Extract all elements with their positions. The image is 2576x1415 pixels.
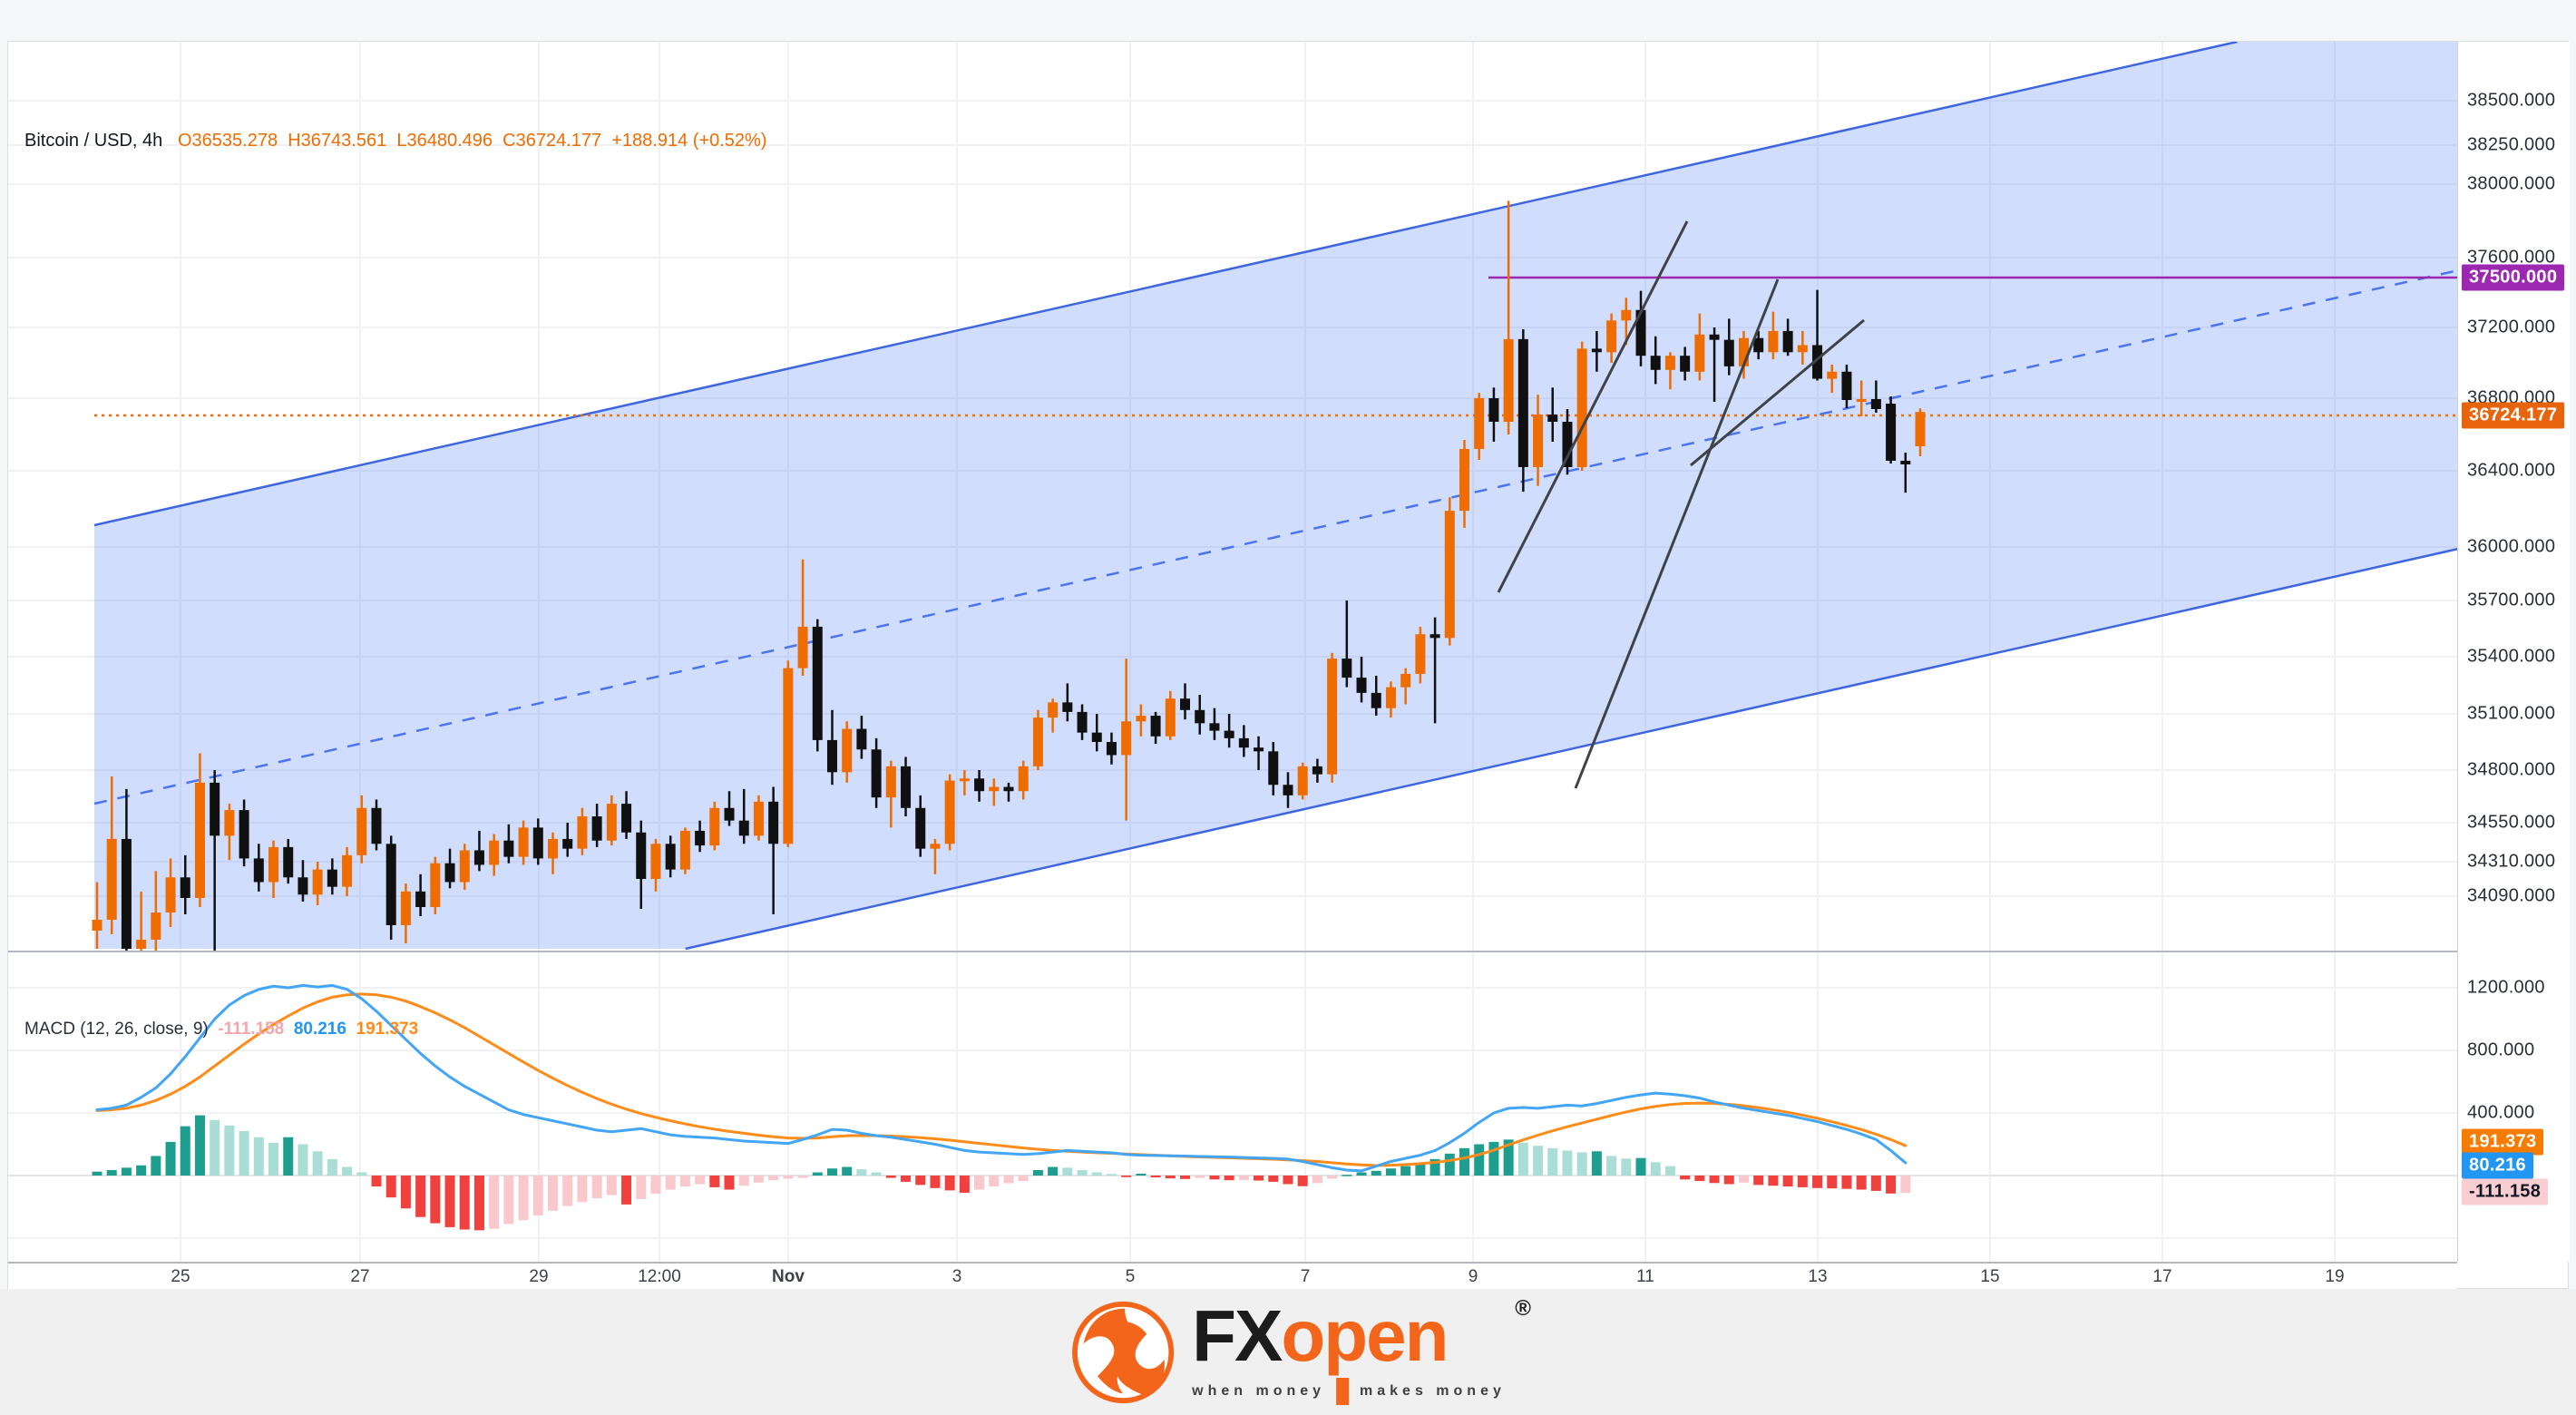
ohlc-close: C36724.177 bbox=[503, 131, 602, 151]
price-axis-label: 35700.000 bbox=[2467, 590, 2556, 610]
candles bbox=[92, 200, 1926, 951]
price-axis[interactable]: 38500.000 38250.000 38000.000 37600.000 3720… bbox=[2457, 42, 2570, 1262]
price-pane[interactable] bbox=[8, 42, 2457, 951]
macd-hist-value: -111.158 bbox=[218, 1020, 285, 1039]
macd-axis-label: 400.000 bbox=[2467, 1102, 2535, 1123]
price-axis-label: 38500.000 bbox=[2467, 90, 2556, 111]
price-axis-label: 34800.000 bbox=[2467, 759, 2556, 780]
price-axis-label: 36000.000 bbox=[2467, 536, 2556, 557]
price-axis-label: 38250.000 bbox=[2467, 134, 2556, 155]
fxopen-emblem-icon bbox=[1072, 1301, 1175, 1403]
ohlc-low: L36480.496 bbox=[396, 131, 493, 151]
fxopen-logo: FXopen ® when money makes money bbox=[1070, 1297, 1531, 1405]
macd-title[interactable]: MACD bbox=[24, 1020, 75, 1039]
time-axis-label: Nov bbox=[772, 1266, 805, 1286]
macd-value-chip: 191.373 bbox=[2462, 1128, 2544, 1156]
current-price-chip: 36724.177 bbox=[2462, 402, 2565, 429]
ohlc-open: O36535.278 bbox=[177, 131, 278, 151]
time-axis-label: 12:00 bbox=[638, 1266, 681, 1286]
ohlc-high: H36743.561 bbox=[288, 131, 387, 151]
logo-strip: FXopen ® when money makes money bbox=[0, 1289, 2576, 1415]
price-axis-label: 35400.000 bbox=[2467, 646, 2556, 667]
time-axis-label: 29 bbox=[529, 1266, 549, 1286]
time-axis-label: 7 bbox=[1300, 1266, 1311, 1286]
logo-open: open bbox=[1281, 1294, 1449, 1376]
price-axis-label: 37200.000 bbox=[2467, 317, 2556, 337]
time-axis-label: 27 bbox=[350, 1266, 370, 1286]
time-axis-label: 15 bbox=[1980, 1266, 2000, 1286]
pane-separator-bottom bbox=[8, 1262, 2457, 1264]
macd-line-value: 80.216 bbox=[293, 1020, 346, 1039]
tagline-right: makes money bbox=[1360, 1382, 1506, 1399]
time-axis-label: 13 bbox=[1808, 1266, 1828, 1286]
resistance-price-chip: 37500.000 bbox=[2462, 264, 2565, 291]
price-axis-label: 34310.000 bbox=[2467, 851, 2556, 872]
macd-pane[interactable] bbox=[8, 952, 2457, 1264]
time-axis-label: 25 bbox=[171, 1266, 190, 1286]
registered-mark: ® bbox=[1515, 1295, 1531, 1321]
price-axis-label: 36400.000 bbox=[2467, 460, 2556, 481]
symbol-title[interactable]: Bitcoin / USD, 4h bbox=[24, 131, 163, 151]
change-badge: +188.914 (+0.52%) bbox=[611, 131, 767, 151]
macd-axis-label: 1200.000 bbox=[2467, 977, 2545, 998]
time-axis-label: 3 bbox=[951, 1266, 962, 1286]
time-axis-label: 5 bbox=[1125, 1266, 1136, 1286]
price-axis-label: 35100.000 bbox=[2467, 703, 2556, 724]
macd-params: (12, 26, close, 9) bbox=[80, 1020, 209, 1039]
time-axis-label: 17 bbox=[2152, 1266, 2172, 1286]
logo-tagline: when money makes money bbox=[1192, 1377, 1506, 1405]
time-axis-label: 9 bbox=[1468, 1266, 1478, 1286]
logo-fx: FX bbox=[1192, 1294, 1283, 1376]
price-axis-label: 34550.000 bbox=[2467, 812, 2556, 833]
time-axis-label: 11 bbox=[1636, 1266, 1654, 1286]
macd-signal-value: 191.373 bbox=[356, 1020, 419, 1039]
macd-axis-label: 800.000 bbox=[2467, 1039, 2535, 1060]
trading-chart-widget: Bitcoin / USD, 4h O36535.278 H36743.561 … bbox=[7, 41, 2570, 1290]
tagline-left: when money bbox=[1192, 1382, 1326, 1399]
price-axis-label: 34090.000 bbox=[2467, 885, 2556, 906]
time-axis-label: 19 bbox=[2325, 1266, 2345, 1286]
symbol-legend[interactable]: Bitcoin / USD, 4h O36535.278 H36743.561 … bbox=[24, 131, 767, 151]
macd-value-chip: -111.158 bbox=[2462, 1178, 2549, 1205]
tagline-separator bbox=[1336, 1377, 1350, 1405]
macd-value-chip: 80.216 bbox=[2462, 1152, 2533, 1179]
pane-separator-top[interactable] bbox=[8, 951, 2457, 952]
price-axis-label: 37600.000 bbox=[2467, 247, 2556, 268]
fxopen-wordmark: FXopen ® when money makes money bbox=[1192, 1297, 1531, 1405]
macd-legend[interactable]: MACD (12, 26, close, 9) -111.158 80.216 … bbox=[24, 1020, 418, 1039]
time-axis[interactable]: 25 27 29 12:00 Nov 3 5 7 9 11 13 15 17 19 bbox=[8, 1264, 2457, 1290]
price-axis-label: 38000.000 bbox=[2467, 173, 2556, 194]
